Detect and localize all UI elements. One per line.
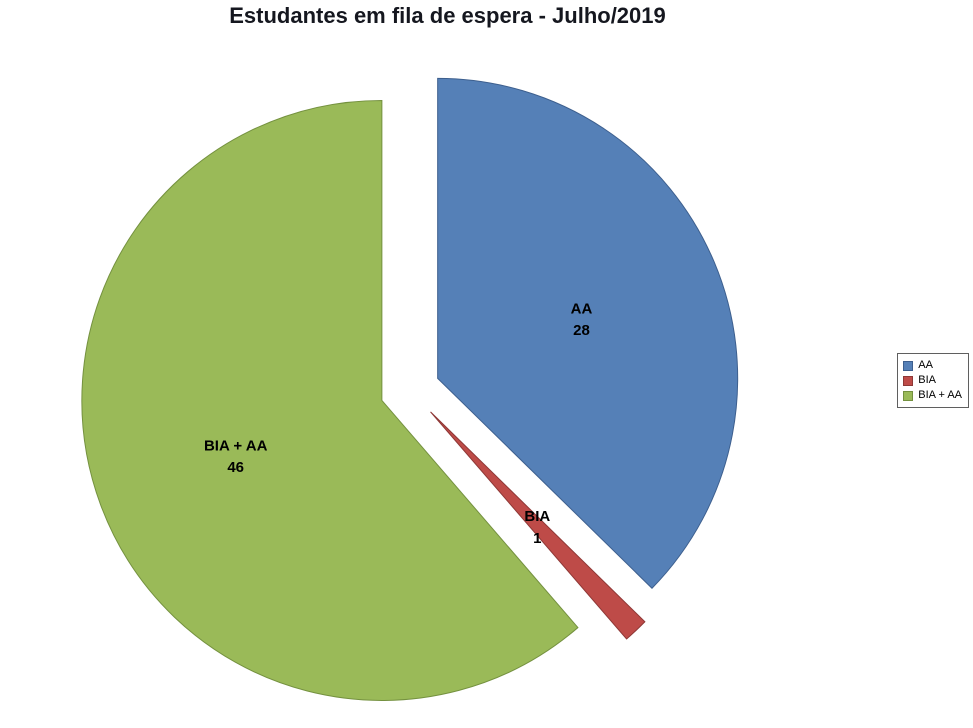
- chart-title: Estudantes em fila de espera - Julho/201…: [229, 3, 666, 28]
- legend-item-aa: AA: [903, 358, 962, 373]
- slice-label-aa: AA 28: [571, 300, 593, 339]
- slice-label-bia-aa: BIA + AA 46: [204, 437, 268, 476]
- legend-label: BIA + AA: [918, 389, 962, 401]
- legend-item-bia: BIA: [903, 373, 962, 388]
- legend-label: BIA: [918, 374, 936, 386]
- legend: AA BIA BIA + AA: [897, 353, 969, 408]
- pie-slice-bia: [430, 411, 646, 640]
- pie-slice-bia-aa: [81, 99, 579, 701]
- legend-swatch-icon: [903, 375, 914, 386]
- legend-label: AA: [918, 359, 933, 371]
- legend-swatch-icon: [903, 360, 914, 371]
- slice-label-bia: BIA 1: [524, 508, 550, 547]
- pie-slice-aa: [437, 77, 739, 589]
- legend-item-bia-aa: BIA + AA: [903, 388, 962, 403]
- legend-swatch-icon: [903, 390, 914, 401]
